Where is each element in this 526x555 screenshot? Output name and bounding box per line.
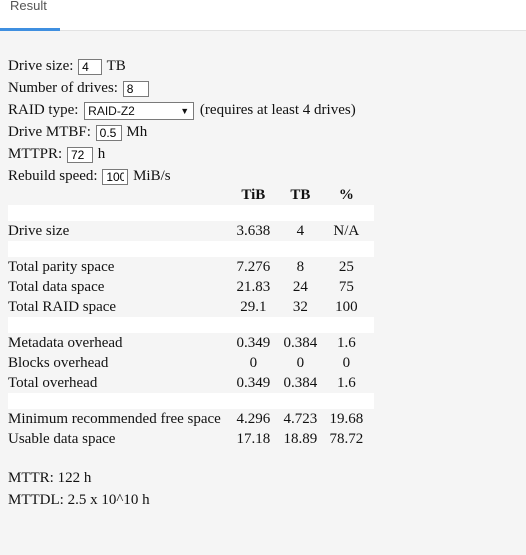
mttdl-text: MTTDL: 2.5 x 10^10 h <box>8 492 150 508</box>
drive-size-input[interactable] <box>78 58 103 75</box>
table-header-row: TiB TB % <box>8 185 374 205</box>
raid-type-selected: RAID-Z2 <box>88 103 135 118</box>
mtbf-row: Drive MTBF: Mh <box>8 121 356 143</box>
num-drives-input[interactable] <box>122 80 149 97</box>
table-row: Total parity space 7.276 8 25 <box>8 259 354 275</box>
table-row: Blocks overhead 0 0 0 <box>8 355 351 371</box>
rebuild-speed-input[interactable] <box>102 168 129 185</box>
table-row: Total data space 21.83 24 75 <box>8 279 354 295</box>
num-drives-label: Number of drives: <box>8 80 118 96</box>
raid-type-label: RAID type: <box>8 102 79 118</box>
num-drives-row: Number of drives: <box>8 77 356 99</box>
header-tib: TiB <box>241 187 266 203</box>
mtbf-input[interactable] <box>95 124 122 141</box>
results-table: TiB TB % Drive size 3.638 4 N/A Total pa… <box>8 185 374 449</box>
table-row: Usable data space 17.18 18.89 78.72 <box>8 431 364 447</box>
table-divider <box>8 205 374 221</box>
header-tb: TB <box>290 187 311 203</box>
mttpr-label: MTTPR: <box>8 146 63 162</box>
table-row: Minimum recommended free space 4.296 4.7… <box>8 411 364 427</box>
tab-bar: Result <box>0 0 526 31</box>
table-row: Drive size 3.638 4 N/A <box>8 223 360 239</box>
raid-type-note: (requires at least 4 drives) <box>199 102 356 118</box>
mttpr-row: MTTPR: h <box>8 143 356 165</box>
mtbf-unit: Mh <box>126 124 148 140</box>
rebuild-speed-label: Rebuild speed: <box>8 168 98 184</box>
table-row: Metadata overhead 0.349 0.384 1.6 <box>8 335 356 351</box>
reliability-summary: MTTR: 122 h MTTDL: 2.5 x 10^10 h <box>8 467 150 511</box>
table-row: Total RAID space 29.1 32 100 <box>8 299 358 315</box>
chevron-down-icon: ▼ <box>180 105 190 116</box>
mttr-text: MTTR: 122 h <box>8 470 92 486</box>
rebuild-speed-unit: MiB/s <box>133 168 171 184</box>
mtbf-label: Drive MTBF: <box>8 124 91 140</box>
drive-size-label: Drive size: <box>8 58 74 74</box>
table-divider <box>8 393 374 409</box>
mttpr-input[interactable] <box>66 146 93 163</box>
rebuild-speed-row: Rebuild speed: MiB/s <box>8 165 356 187</box>
drive-size-unit: TB <box>106 58 126 74</box>
tab-result[interactable]: Result <box>0 0 60 31</box>
table-divider <box>8 241 374 257</box>
table-row: Total overhead 0.349 0.384 1.6 <box>8 375 356 391</box>
table-divider <box>8 317 374 333</box>
raid-type-row: RAID type: RAID-Z2 ▼ (requires at least 4… <box>8 99 356 121</box>
input-form: Drive size: TB Number of drives: RAID ty… <box>8 55 356 187</box>
drive-size-row: Drive size: TB <box>8 55 356 77</box>
header-pct: % <box>338 187 354 203</box>
mttpr-unit: h <box>97 146 106 162</box>
raid-type-select[interactable]: RAID-Z2 ▼ <box>84 101 195 120</box>
